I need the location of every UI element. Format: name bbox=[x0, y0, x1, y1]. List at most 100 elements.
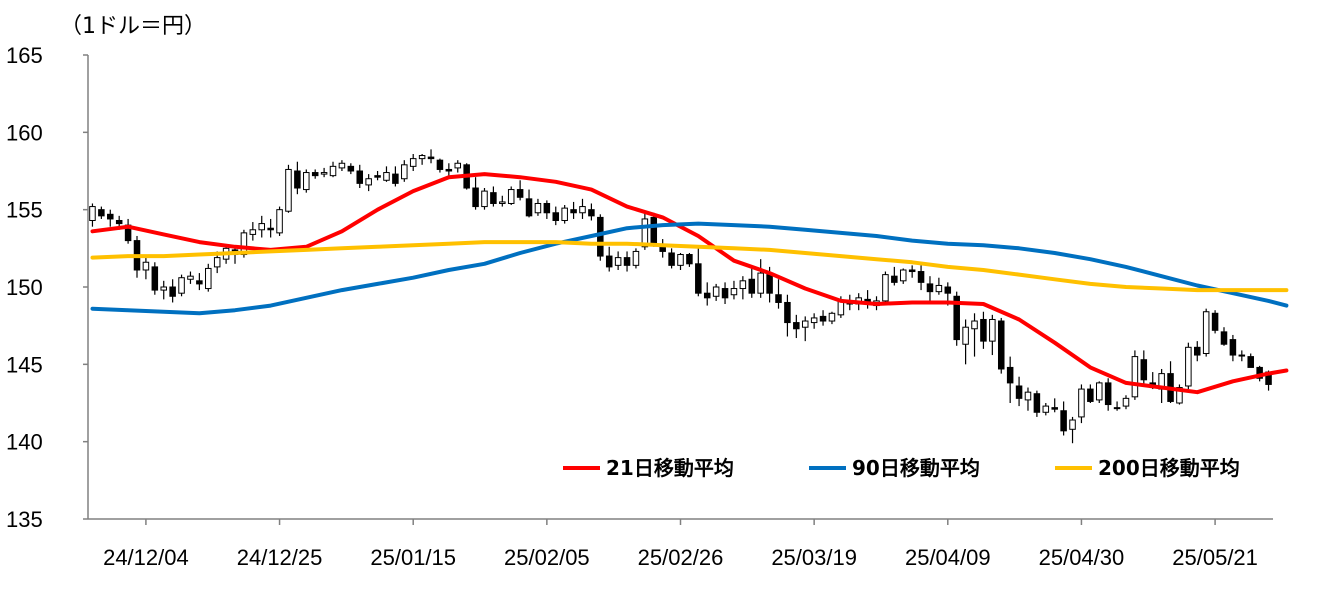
candle bbox=[1185, 342, 1192, 390]
legend-item: 200日移動平均 bbox=[1055, 456, 1240, 480]
candle bbox=[303, 169, 310, 193]
candle-body bbox=[775, 294, 782, 303]
candle-body bbox=[597, 216, 604, 257]
candle-body bbox=[1078, 388, 1085, 418]
legend-label: 21日移動平均 bbox=[606, 456, 734, 480]
candle-body bbox=[187, 275, 194, 280]
candle bbox=[107, 209, 114, 227]
candle-body bbox=[766, 274, 773, 294]
candle-body bbox=[89, 206, 96, 221]
candle-body bbox=[677, 254, 684, 266]
candle-body bbox=[1185, 346, 1192, 387]
candle bbox=[1087, 384, 1094, 403]
candle bbox=[891, 266, 898, 286]
candle bbox=[1015, 376, 1023, 407]
candle-body bbox=[730, 288, 738, 296]
candle-body bbox=[338, 162, 346, 169]
candle-body bbox=[311, 172, 319, 177]
candle-body bbox=[748, 278, 756, 294]
candle bbox=[1194, 341, 1201, 362]
candle bbox=[1247, 353, 1254, 368]
candle bbox=[908, 265, 916, 278]
candle bbox=[401, 160, 408, 182]
candle-body bbox=[650, 216, 658, 245]
candle bbox=[712, 283, 720, 301]
candle bbox=[623, 251, 631, 272]
candle bbox=[124, 218, 132, 244]
candle-body bbox=[303, 172, 310, 191]
candle bbox=[516, 180, 524, 201]
candle-body bbox=[1122, 397, 1130, 407]
candle bbox=[1033, 390, 1041, 417]
candle bbox=[338, 160, 346, 171]
candle-body bbox=[490, 192, 497, 204]
candle-body bbox=[142, 261, 150, 271]
candle-body bbox=[588, 209, 595, 217]
candle bbox=[1122, 395, 1130, 410]
candle-body bbox=[614, 257, 622, 266]
candle bbox=[365, 174, 372, 192]
candle-body bbox=[891, 275, 898, 283]
candle bbox=[418, 153, 426, 165]
candle-body bbox=[561, 207, 568, 221]
candle-body bbox=[793, 322, 800, 330]
candle-body bbox=[347, 165, 355, 172]
candle-body bbox=[1006, 366, 1014, 384]
candle-body bbox=[1042, 405, 1050, 413]
candle bbox=[285, 164, 292, 213]
candle-body bbox=[570, 209, 577, 214]
candle-body bbox=[686, 254, 693, 265]
candle-body bbox=[1113, 407, 1121, 410]
candle bbox=[1006, 356, 1014, 403]
candle bbox=[329, 161, 337, 178]
candle-body bbox=[997, 320, 1005, 370]
candle bbox=[757, 259, 764, 298]
candle-body bbox=[392, 173, 399, 184]
candle-body bbox=[953, 295, 960, 341]
candle bbox=[356, 164, 364, 189]
candle bbox=[311, 169, 319, 179]
candle-body bbox=[1087, 388, 1094, 402]
candle bbox=[1202, 308, 1210, 357]
candle-body bbox=[695, 263, 702, 294]
candle bbox=[383, 166, 390, 182]
candle bbox=[481, 188, 488, 210]
candle bbox=[962, 319, 969, 365]
candle bbox=[1042, 403, 1050, 416]
candle-body bbox=[320, 172, 328, 175]
legend-item: 90日移動平均 bbox=[809, 456, 980, 480]
candle-body bbox=[454, 162, 462, 169]
candle bbox=[1104, 378, 1112, 411]
y-tick-label: 160 bbox=[6, 120, 43, 145]
candle-body bbox=[1256, 366, 1263, 379]
ma-line-200日移動平均 bbox=[90, 240, 1289, 293]
candle bbox=[525, 189, 533, 218]
candle bbox=[828, 311, 836, 325]
candle-body bbox=[703, 292, 711, 299]
candle-body bbox=[365, 178, 372, 186]
candle-body bbox=[1015, 385, 1023, 399]
ma-line-90日移動平均 bbox=[90, 221, 1289, 316]
candle-body bbox=[1211, 312, 1219, 331]
candle bbox=[374, 171, 381, 181]
candle-body bbox=[944, 286, 952, 294]
candle bbox=[570, 201, 577, 219]
candle bbox=[659, 239, 666, 258]
candle bbox=[917, 265, 925, 291]
x-tick-label: 25/04/30 bbox=[1039, 545, 1125, 570]
candle-body bbox=[534, 202, 542, 214]
candle-body bbox=[810, 317, 818, 324]
candle bbox=[899, 268, 907, 284]
candle bbox=[864, 290, 871, 309]
candle bbox=[1176, 384, 1183, 405]
candle-body bbox=[543, 202, 551, 214]
x-tick-label: 25/02/26 bbox=[638, 545, 724, 570]
candle-body bbox=[499, 201, 506, 204]
candle bbox=[1095, 381, 1103, 403]
candle bbox=[882, 271, 889, 303]
x-tick-label: 24/12/04 bbox=[103, 545, 189, 570]
candle-body bbox=[178, 277, 185, 294]
candle bbox=[507, 186, 515, 206]
candle bbox=[605, 246, 613, 272]
candle bbox=[276, 206, 283, 236]
